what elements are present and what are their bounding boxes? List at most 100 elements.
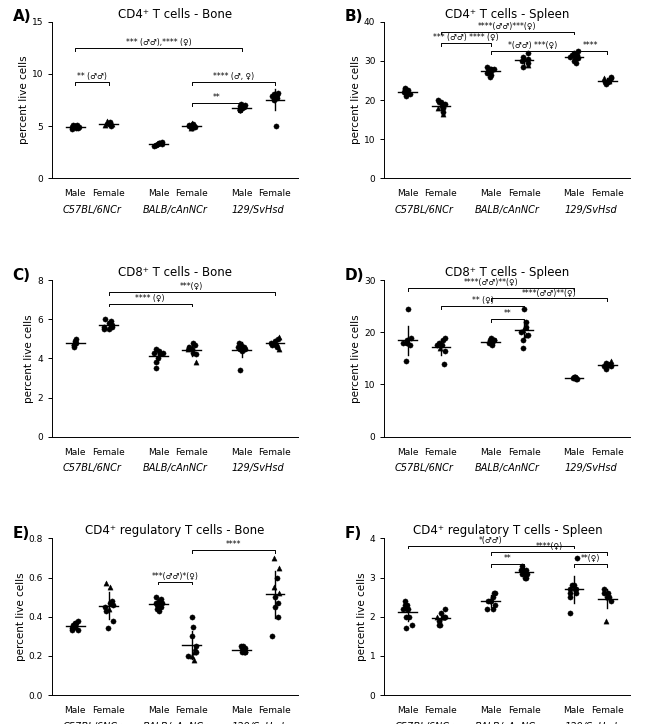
Point xyxy=(273,331,283,342)
Point xyxy=(101,115,112,127)
Point xyxy=(188,118,198,130)
Point xyxy=(70,617,80,628)
Point xyxy=(233,341,243,353)
Point xyxy=(438,334,448,346)
Point xyxy=(482,603,492,615)
Point xyxy=(270,592,280,603)
Point xyxy=(404,611,414,623)
Point xyxy=(104,323,114,334)
Point xyxy=(399,599,410,611)
Text: B): B) xyxy=(345,9,363,24)
Point xyxy=(573,46,583,57)
Point xyxy=(273,597,283,609)
Point xyxy=(154,349,164,361)
Point xyxy=(489,334,500,346)
Point xyxy=(486,64,496,75)
Point xyxy=(601,363,612,374)
Point xyxy=(183,650,194,662)
Point xyxy=(100,313,110,325)
Point xyxy=(152,353,162,364)
Point xyxy=(402,337,412,348)
Point xyxy=(268,337,278,348)
Point xyxy=(570,371,580,382)
Text: Male: Male xyxy=(563,447,585,457)
Point xyxy=(571,374,581,385)
Point xyxy=(484,337,495,348)
Point xyxy=(569,53,580,64)
Text: Female: Female xyxy=(259,447,291,457)
Point xyxy=(437,102,448,114)
Point xyxy=(272,572,282,584)
Point xyxy=(271,339,281,350)
Point xyxy=(105,116,115,127)
Point xyxy=(403,603,413,615)
Text: 129/SvHsd: 129/SvHsd xyxy=(564,463,617,473)
Text: BALB/cAnNCr: BALB/cAnNCr xyxy=(475,722,540,724)
Point xyxy=(151,597,161,609)
Point xyxy=(517,334,528,346)
Point xyxy=(400,86,410,98)
Text: D): D) xyxy=(345,268,365,282)
Point xyxy=(522,568,532,579)
Point xyxy=(523,53,533,64)
Point xyxy=(437,340,447,351)
Point xyxy=(106,316,116,327)
Text: ***(♂♂)*(♀): ***(♂♂)*(♀) xyxy=(151,572,198,581)
Title: CD8⁺ T cells - Bone: CD8⁺ T cells - Bone xyxy=(118,266,232,279)
Point xyxy=(150,347,160,358)
Point xyxy=(69,339,79,350)
Point xyxy=(233,337,244,348)
Point xyxy=(72,333,82,345)
Point xyxy=(439,603,450,615)
Point xyxy=(189,647,200,658)
Text: Male: Male xyxy=(397,189,419,198)
Text: ** (♀): ** (♀) xyxy=(472,296,493,306)
Point xyxy=(190,122,200,133)
Point xyxy=(105,597,116,609)
Text: ****(♂♂)**(♀): ****(♂♂)**(♀) xyxy=(522,288,577,298)
Point xyxy=(566,607,576,618)
Text: Female: Female xyxy=(591,706,623,715)
Point xyxy=(482,65,493,77)
Point xyxy=(438,611,448,623)
Point xyxy=(398,86,409,98)
Text: *** (♂♂) **** (♀): *** (♂♂) **** (♀) xyxy=(433,33,499,43)
Text: Female: Female xyxy=(92,447,125,457)
Point xyxy=(183,119,194,131)
Point xyxy=(438,611,448,623)
Point xyxy=(570,57,580,69)
Text: Female: Female xyxy=(508,447,540,457)
Point xyxy=(187,631,197,642)
Point xyxy=(484,334,495,346)
Point xyxy=(603,592,614,603)
Text: Female: Female xyxy=(176,189,208,198)
Point xyxy=(566,584,576,595)
Point xyxy=(273,87,283,98)
Point xyxy=(187,611,197,623)
Point xyxy=(270,335,280,347)
Text: Female: Female xyxy=(259,706,291,715)
Point xyxy=(488,587,499,599)
Point xyxy=(73,625,84,636)
Point xyxy=(237,103,248,114)
Text: **: ** xyxy=(213,93,220,102)
Point xyxy=(102,117,112,129)
Point xyxy=(237,647,247,658)
Point xyxy=(486,65,496,77)
Point xyxy=(235,104,246,115)
Point xyxy=(73,615,83,626)
Title: CD4⁺ regulatory T cells - Spleen: CD4⁺ regulatory T cells - Spleen xyxy=(413,524,603,537)
Point xyxy=(488,592,499,603)
Point xyxy=(190,349,201,361)
Point xyxy=(108,615,118,626)
Point xyxy=(71,617,81,628)
Point xyxy=(235,101,245,112)
Point xyxy=(99,321,110,333)
Point xyxy=(402,303,413,315)
Point xyxy=(187,122,197,133)
Text: Male: Male xyxy=(231,189,252,198)
Point xyxy=(187,650,197,662)
Point xyxy=(519,303,529,315)
Point xyxy=(436,96,446,108)
Point xyxy=(572,49,582,61)
